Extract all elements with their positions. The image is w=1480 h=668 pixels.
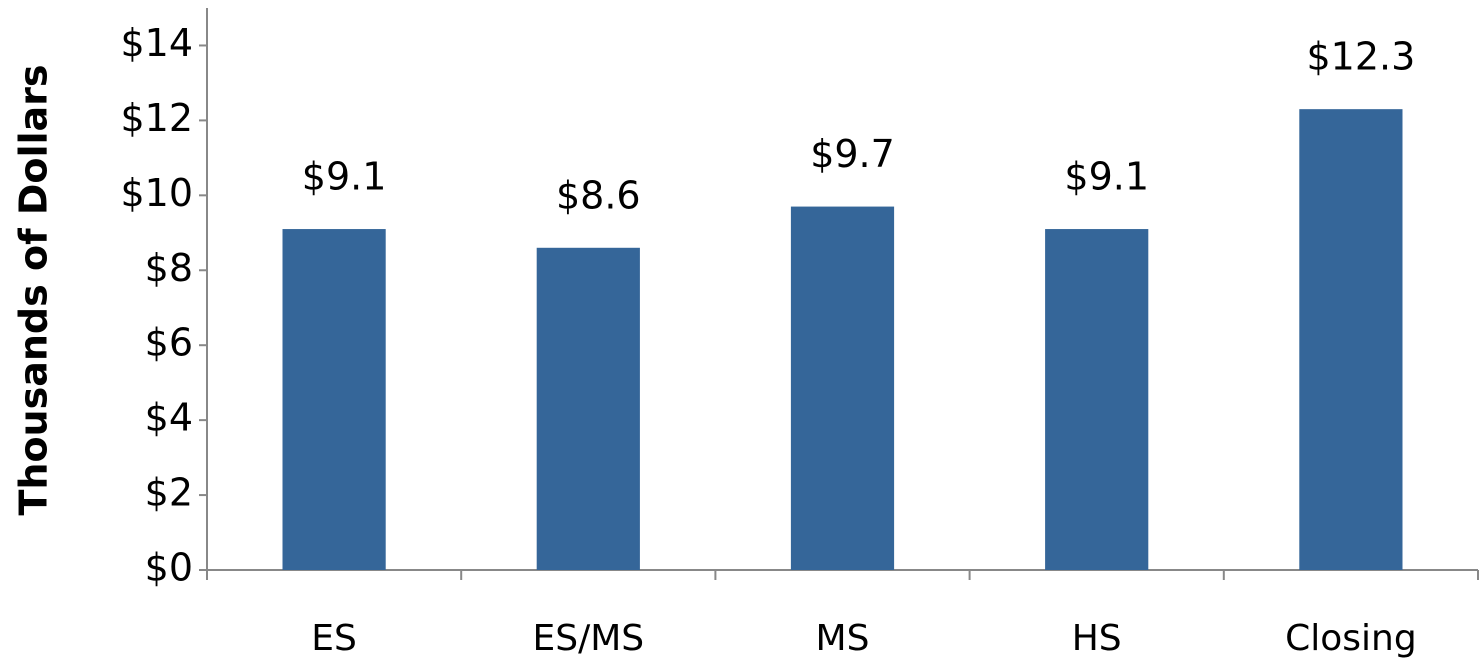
x-tick-label: HS <box>1072 618 1122 659</box>
y-tick-label: $0 <box>145 546 193 590</box>
y-tick-label: $14 <box>120 21 193 65</box>
y-tick-label: $10 <box>120 171 193 215</box>
x-tick-label: ES/MS <box>532 618 644 659</box>
y-tick-label: $2 <box>145 471 193 515</box>
y-axis-title: Thousands of Dollars <box>12 64 56 515</box>
x-tick-label: ES <box>311 618 357 659</box>
bar <box>790 206 895 570</box>
bar <box>1045 229 1149 570</box>
bar <box>282 229 386 570</box>
y-tick-label: $12 <box>120 96 193 140</box>
value-label: $12.3 <box>1307 35 1416 79</box>
value-label: $9.7 <box>810 132 895 176</box>
value-label: $9.1 <box>1064 155 1149 199</box>
y-tick-label: $6 <box>145 321 193 365</box>
x-tick-label: MS <box>816 618 870 659</box>
value-label: $8.6 <box>556 173 641 217</box>
y-tick-label: $8 <box>145 246 193 290</box>
bar <box>1299 109 1403 570</box>
x-tick-label: Closing <box>1285 618 1417 659</box>
bar <box>536 247 640 570</box>
value-label: $9.1 <box>302 155 387 199</box>
y-tick-label: $4 <box>145 396 193 440</box>
